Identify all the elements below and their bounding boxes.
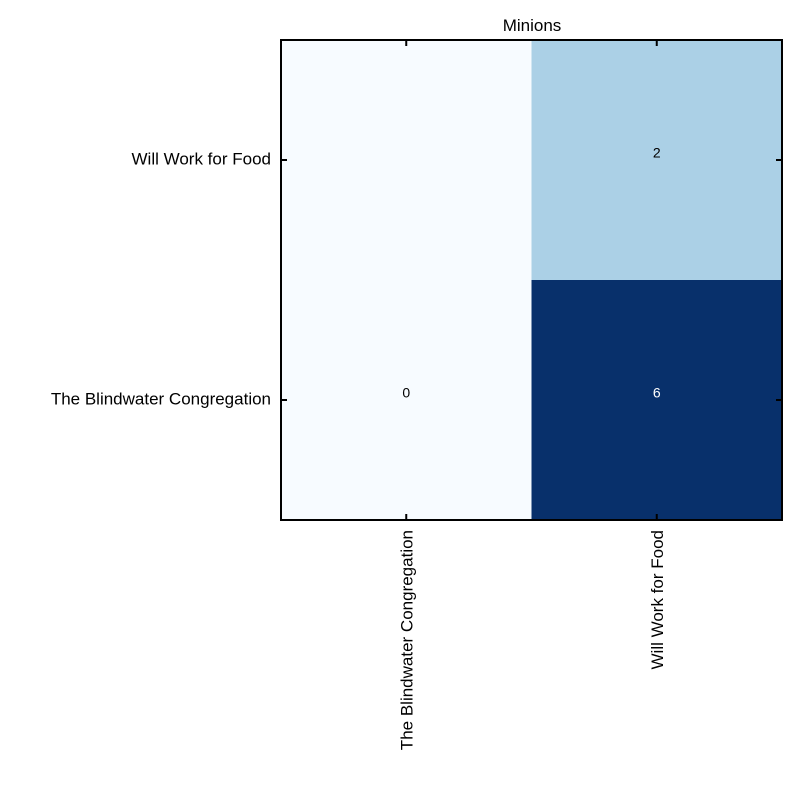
heatmap-cell <box>531 280 782 520</box>
heatmap-cell-value: 6 <box>653 385 661 401</box>
heatmap-cell-labels: 2 0 6 <box>402 145 661 401</box>
chart-title: Minions <box>503 16 562 35</box>
y-tick-label: The Blindwater Congregation <box>51 389 271 408</box>
heatmap-cell-value: 0 <box>402 385 410 401</box>
plot-frame <box>280 39 783 521</box>
heatmap-cell <box>281 40 532 280</box>
axis-ticks <box>281 40 782 520</box>
y-axis-tick-labels: Will Work for Food The Blindwater Congreg… <box>51 149 271 408</box>
x-tick-label: Will Work for Food <box>648 530 667 670</box>
x-axis-tick-labels: The Blindwater Congregation Will Work for… <box>397 530 667 750</box>
heatmap-cells <box>281 40 782 520</box>
heatmap-cell <box>281 280 532 520</box>
x-tick-label: The Blindwater Congregation <box>397 530 416 750</box>
y-tick-label: Will Work for Food <box>132 149 272 168</box>
heatmap-cell <box>531 40 782 280</box>
heatmap-cell-value: 2 <box>653 145 661 161</box>
